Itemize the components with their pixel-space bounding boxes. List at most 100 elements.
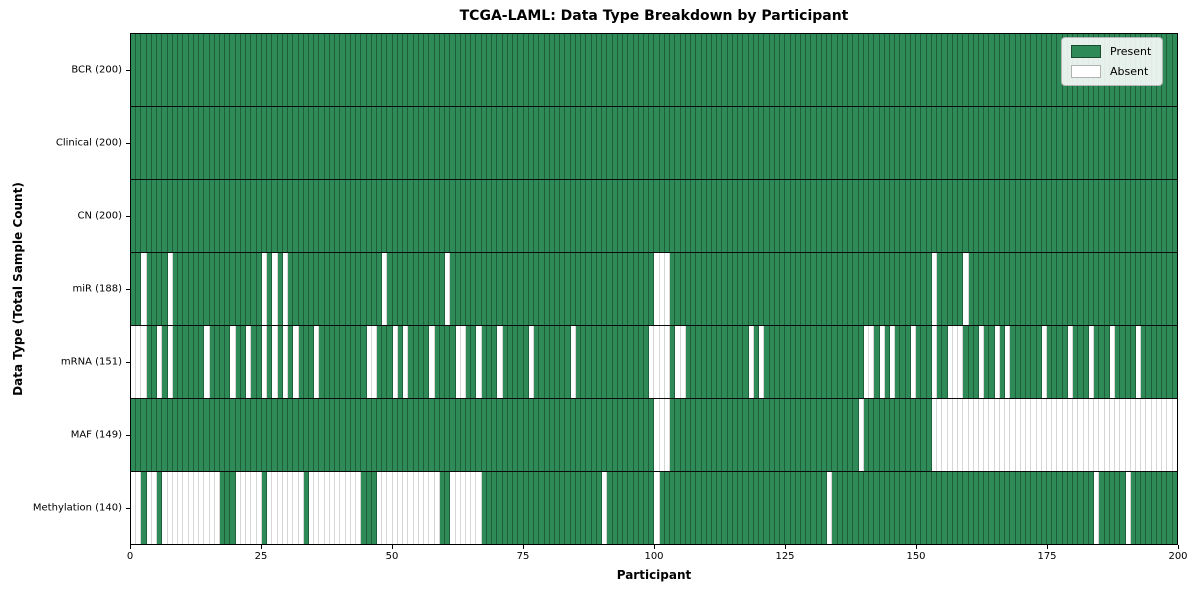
present-cell — [633, 34, 639, 106]
present-cell — [958, 180, 964, 252]
present-cell — [560, 107, 566, 179]
present-cell — [277, 326, 283, 398]
present-cell — [481, 253, 487, 325]
present-cell — [204, 107, 210, 179]
present-cell — [958, 34, 964, 106]
present-cell — [1151, 326, 1157, 398]
present-cell — [293, 253, 299, 325]
present-cell — [874, 107, 880, 179]
present-cell — [643, 472, 650, 544]
x-tick-label-150: 150 — [906, 551, 926, 562]
present-cell — [225, 253, 231, 325]
present-cell — [691, 180, 697, 252]
present-cell — [617, 180, 624, 252]
present-cell — [298, 326, 304, 398]
present-cell — [926, 399, 932, 471]
present-cell — [774, 34, 781, 106]
present-cell — [549, 472, 555, 544]
present-cell — [638, 253, 644, 325]
present-cell — [282, 180, 289, 252]
present-cell — [732, 399, 739, 471]
present-cell — [1005, 180, 1011, 252]
present-cell — [769, 253, 775, 325]
present-cell — [324, 399, 330, 471]
present-cell — [931, 180, 938, 252]
present-cell — [947, 253, 953, 325]
present-cell — [513, 34, 519, 106]
present-cell — [345, 326, 351, 398]
absent-cell — [999, 399, 1006, 471]
present-cell — [366, 34, 372, 106]
present-cell — [403, 34, 409, 106]
present-cell — [507, 107, 514, 179]
absent-cell — [649, 326, 655, 398]
present-cell — [523, 107, 529, 179]
absent-cell — [654, 399, 660, 471]
present-cell — [1136, 253, 1142, 325]
present-cell — [445, 180, 451, 252]
present-cell — [1156, 253, 1163, 325]
present-cell — [539, 326, 545, 398]
present-cell — [586, 107, 592, 179]
present-cell — [324, 180, 330, 252]
present-cell — [821, 472, 828, 544]
present-cell — [549, 34, 555, 106]
present-cell — [832, 34, 838, 106]
present-cell — [1067, 107, 1074, 179]
present-cell — [774, 472, 781, 544]
present-cell — [743, 107, 749, 179]
present-cell — [293, 34, 299, 106]
present-cell — [502, 326, 508, 398]
present-cell — [937, 326, 943, 398]
present-cell — [356, 326, 362, 398]
present-cell — [748, 253, 754, 325]
present-cell — [413, 107, 419, 179]
present-cell — [811, 107, 817, 179]
present-cell — [1052, 34, 1058, 106]
present-cell — [324, 253, 330, 325]
absent-cell — [1115, 399, 1121, 471]
present-cell — [544, 472, 550, 544]
present-cell — [1047, 34, 1053, 106]
present-cell — [1094, 107, 1100, 179]
present-cell — [251, 399, 257, 471]
present-cell — [617, 399, 624, 471]
present-cell — [1151, 107, 1157, 179]
present-cell — [1005, 34, 1011, 106]
present-cell — [1120, 472, 1126, 544]
data-type-row-mrna — [131, 325, 1177, 398]
present-cell — [157, 34, 163, 106]
present-cell — [178, 107, 184, 179]
present-cell — [853, 107, 859, 179]
present-cell — [978, 253, 985, 325]
present-cell — [507, 180, 514, 252]
absent-cell — [429, 472, 435, 544]
absent-cell — [1094, 399, 1100, 471]
present-cell — [502, 180, 508, 252]
present-cell — [680, 472, 686, 544]
x-tick-label-75: 75 — [516, 551, 530, 562]
present-cell — [492, 399, 498, 471]
present-cell — [916, 253, 922, 325]
present-cell — [225, 34, 231, 106]
present-cell — [513, 253, 519, 325]
present-cell — [303, 399, 309, 471]
present-cell — [340, 107, 346, 179]
present-cell — [591, 326, 597, 398]
present-cell — [534, 399, 540, 471]
present-cell — [712, 34, 718, 106]
present-cell — [638, 180, 644, 252]
present-cell — [1088, 180, 1095, 252]
present-cell — [293, 180, 299, 252]
present-cell — [753, 253, 760, 325]
present-cell — [937, 180, 943, 252]
present-cell — [267, 34, 273, 106]
present-cell — [565, 472, 571, 544]
present-cell — [738, 180, 744, 252]
present-cell — [261, 180, 268, 252]
present-cell — [628, 34, 634, 106]
absent-cell — [167, 326, 173, 398]
present-cell — [209, 180, 215, 252]
x-tick-mark — [392, 545, 393, 549]
present-cell — [780, 253, 786, 325]
